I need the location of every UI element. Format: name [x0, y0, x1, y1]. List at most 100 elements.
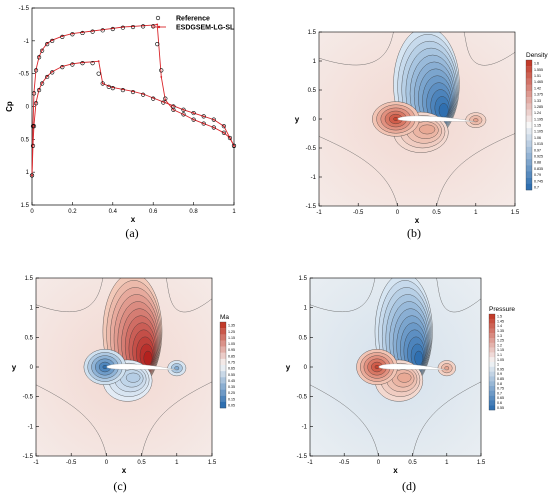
legend-swatch [526, 78, 532, 85]
series-point [81, 61, 84, 64]
reference-point [60, 34, 65, 39]
legend-value: 1.15 [228, 336, 235, 340]
legend-swatch [220, 377, 226, 384]
y-tick-label: 1.5 [308, 30, 317, 36]
series-point [41, 81, 43, 84]
reference-point [90, 29, 95, 34]
x-tick-label: 1 [175, 460, 179, 466]
legend-value: 0.8 [497, 382, 502, 386]
legend-value: 0.95 [228, 348, 235, 352]
legend-swatch [489, 342, 495, 348]
x-tick-label: 0 [105, 460, 109, 466]
series-point [192, 112, 195, 114]
density-contour-plot: -1 -0.5 0 0.5 1 1.5-1.5-1-0.500.511.5xyDensit… [295, 30, 549, 225]
legend-swatch [526, 72, 532, 79]
series-point [142, 24, 145, 27]
legend-swatch [220, 322, 226, 329]
legend-label-reference: Reference [176, 16, 210, 23]
isoline [36, 278, 104, 312]
reference-point [141, 92, 146, 97]
legend-swatch [489, 323, 495, 329]
reference-point [151, 24, 156, 29]
legend-swatch [220, 346, 226, 353]
legend-swatch [489, 352, 495, 358]
legend-swatch [526, 171, 532, 178]
y-tick-label: -0.5 [23, 395, 34, 401]
reference-point [50, 38, 55, 43]
legend-value: 0.88 [534, 161, 541, 165]
x-tick-label: -0.5 [353, 210, 364, 216]
legend-value: 0.05 [228, 403, 235, 407]
y-tick-label: -1.5 [297, 454, 308, 460]
y-tick-label: 0 [304, 365, 308, 371]
series-line-upper [31, 23, 235, 176]
legend-value: 0.85 [497, 377, 504, 381]
legend-swatch [220, 358, 226, 366]
series-point [107, 85, 110, 88]
x-tick-label: 1 [474, 210, 478, 216]
y-axis-label: y [12, 363, 17, 372]
series-point [172, 104, 175, 107]
legend-swatch [489, 357, 495, 363]
reference-point [130, 89, 136, 95]
legend-value: 1.2 [497, 343, 502, 347]
reference-point [120, 25, 125, 30]
legend-value: 0.7 [534, 185, 539, 189]
series-point [46, 42, 49, 45]
mach-contour-plot: -1 -0.5 0 0.5 1 1.5-1.5-1-0.500.511.5xyMa1.35… [12, 276, 235, 475]
legend-swatch [489, 390, 495, 396]
legend-value: 1.105 [534, 130, 543, 134]
reference-point [181, 112, 186, 117]
legend-title: Ma [220, 314, 229, 321]
y-tick-label: -1.5 [306, 204, 317, 210]
isoline [436, 133, 515, 206]
legend-swatch [220, 371, 226, 378]
isoline [310, 384, 379, 456]
legend-swatch [526, 140, 532, 147]
reference-point [130, 24, 136, 30]
legend-swatch [220, 389, 226, 396]
isoline [319, 136, 398, 206]
series-point [51, 39, 54, 42]
legend-value: 1.3 [497, 334, 502, 338]
legend-frame [525, 59, 533, 191]
legend-value: 1.05 [228, 342, 235, 346]
legend-swatch [489, 328, 495, 334]
legend-value: 1.15 [497, 348, 504, 352]
legend-value: 1.375 [534, 93, 543, 97]
reference-point [221, 130, 226, 135]
caption-a: (a) [125, 226, 139, 240]
reference-point [96, 71, 101, 76]
pressure-contour-plot: -1 -0.5 0 0.5 1 1.5-1.5-1-0.500.511.5xyPressu… [286, 276, 516, 475]
y-tick-label: -0.5 [306, 146, 317, 152]
legend-swatch [220, 383, 226, 390]
y-tick-label: -0.5 [19, 72, 30, 78]
series-point [38, 55, 40, 58]
reference-point [231, 143, 237, 148]
reference-point [31, 124, 37, 129]
reference-point [211, 117, 216, 122]
x-tick-label: -1 [316, 210, 322, 216]
trailing-edge-contour [174, 366, 180, 371]
reference-point [163, 96, 168, 101]
y-tick-label: 0.5 [308, 88, 317, 94]
isoline [463, 32, 515, 66]
legend-value: 0.9 [497, 372, 502, 376]
x-tick-label: 0.2 [68, 209, 77, 215]
legend-value: 0.15 [228, 397, 235, 401]
y-tick-label: 0.5 [21, 137, 30, 143]
y-tick-label: 0 [313, 117, 317, 123]
reference-point [100, 81, 105, 86]
trailing-edge-contour [473, 118, 479, 123]
legend-value: 0.75 [497, 387, 504, 391]
reference-point [33, 68, 39, 73]
legend-swatch [489, 395, 495, 401]
legend-value: 1.285 [534, 105, 543, 109]
reference-point [155, 42, 160, 47]
legend-value: 1.33 [534, 99, 541, 103]
legend-swatch [526, 60, 532, 67]
series-point [35, 101, 37, 104]
series-point [101, 82, 104, 85]
reference-point [191, 110, 196, 116]
legend-value: 1.15 [534, 124, 541, 128]
